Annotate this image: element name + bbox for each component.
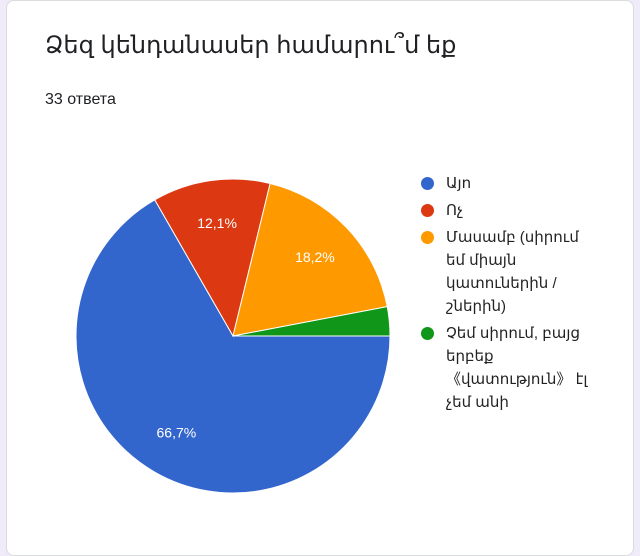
- legend-swatch: [421, 204, 434, 217]
- slice-label: 12,1%: [197, 215, 237, 231]
- legend-entry: Մասամբ (սիրում եմ միայն կատուներին / շնե…: [418, 226, 591, 318]
- slice-label: 18,2%: [295, 249, 335, 265]
- legend-label: Չեմ սիրում, բայց երբեք 《վատություն》 էլ չ…: [446, 325, 588, 411]
- pie-slice: [232, 305, 391, 337]
- legend-swatch: [421, 327, 434, 340]
- pie-slice: [232, 182, 388, 337]
- legend-entry: Ոչ: [418, 199, 591, 222]
- legend-label: Այո: [446, 175, 472, 192]
- pie-slice: [75, 199, 391, 494]
- legend-swatch: [421, 231, 434, 244]
- chart-title: Ձեզ կենդանասեր համարու՞մ եք: [45, 32, 457, 59]
- legend-entry: Այո: [418, 172, 591, 195]
- chart-subtitle: 33 ответа: [45, 91, 116, 108]
- legend-label: Ոչ: [446, 202, 464, 219]
- pie-slice: [154, 178, 271, 338]
- slice-label: 66,7%: [157, 425, 197, 441]
- legend-label: Մասամբ (սիրում եմ միայն կատուներին / շնե…: [446, 229, 579, 315]
- legend-entry: Չեմ սիրում, բայց երբեք 《վատություն》 էլ չ…: [418, 322, 591, 414]
- legend: Այո Ոչ Մասամբ (սիրում եմ միայն կատուներին …: [418, 172, 593, 418]
- legend-swatch: [421, 177, 434, 190]
